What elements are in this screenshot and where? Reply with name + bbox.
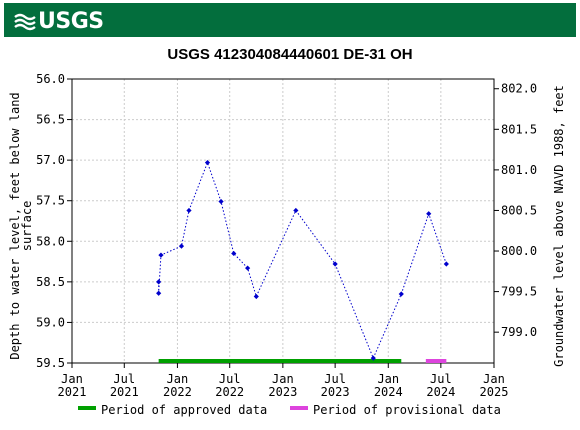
data-point-marker bbox=[245, 265, 251, 271]
series-line bbox=[158, 161, 447, 360]
x-tick-label-year: 2022 bbox=[215, 385, 244, 399]
legend-label: Period of approved data bbox=[101, 403, 267, 417]
x-tick-label-year: 2025 bbox=[480, 385, 509, 399]
x-tick-label-year: 2022 bbox=[163, 385, 192, 399]
x-tick-label-year: 2023 bbox=[268, 385, 297, 399]
y-right-tick-label: 802.0 bbox=[501, 82, 537, 96]
data-point-marker bbox=[253, 293, 259, 300]
y-left-tick-label: 59.5 bbox=[36, 356, 65, 370]
y-right-tick-label: 799.5 bbox=[501, 285, 537, 299]
data-point-marker bbox=[398, 291, 404, 297]
y-left-tick-label: 58.0 bbox=[36, 234, 65, 248]
data-point-marker bbox=[156, 290, 162, 296]
y-axis-left-label-line1: Depth to water level, feet below land bbox=[8, 92, 22, 359]
y-axis-left-label-line2: surface bbox=[20, 201, 34, 252]
x-tick-label-month: Jan bbox=[377, 372, 399, 386]
axis-layer: 56.0 56.5 57.0 57.5 58.0 58.5 59.0 59.5 802.0 801… bbox=[36, 72, 537, 399]
y-left-tick-label: 56.0 bbox=[36, 72, 65, 86]
y-right-tick-label: 799.0 bbox=[501, 325, 537, 339]
period-bar bbox=[425, 359, 447, 363]
data-point-marker bbox=[293, 207, 299, 214]
x-tick-label-year: 2024 bbox=[374, 385, 403, 399]
y-right-tick-label: 801.0 bbox=[501, 163, 537, 177]
x-tick-label-month: Jan bbox=[167, 372, 189, 386]
period-bar bbox=[158, 359, 402, 363]
x-tick-label-year: 2023 bbox=[321, 385, 350, 399]
data-point-marker bbox=[218, 198, 224, 205]
y-left-tick-label: 59.0 bbox=[36, 315, 65, 329]
usgs-logo[interactable]: USGS bbox=[14, 9, 104, 34]
series-layer bbox=[156, 159, 449, 361]
y-right-tick-label: 801.5 bbox=[501, 122, 537, 136]
legend: Period of approved data Period of provisi… bbox=[78, 403, 501, 417]
x-tick-label-month: Jan bbox=[483, 372, 505, 386]
x-tick-label-month: Jan bbox=[272, 372, 294, 386]
usgs-wave-icon bbox=[14, 13, 36, 30]
data-point-marker bbox=[426, 211, 432, 217]
y-left-tick-label: 57.5 bbox=[36, 194, 65, 208]
period-layer bbox=[158, 359, 447, 363]
x-tick-label-year: 2024 bbox=[426, 385, 455, 399]
grid-layer bbox=[71, 78, 495, 364]
y-left-tick-label: 56.5 bbox=[36, 113, 65, 127]
y-right-tick-label: 800.0 bbox=[501, 244, 537, 258]
y-left-tick-label: 58.5 bbox=[36, 275, 65, 289]
data-point-marker bbox=[178, 243, 185, 249]
x-tick-label-month: Jul bbox=[113, 372, 135, 386]
x-tick-label-month: Jan bbox=[61, 372, 83, 386]
x-tick-label-year: 2021 bbox=[110, 385, 139, 399]
data-point-marker bbox=[443, 261, 449, 267]
x-tick-label-month: Jul bbox=[219, 372, 241, 386]
chart-title: USGS 412304084440601 DE-31 OH bbox=[167, 46, 412, 63]
x-tick-label-year: 2021 bbox=[58, 385, 87, 399]
legend-label: Period of provisional data bbox=[313, 403, 501, 417]
data-point-marker bbox=[231, 250, 237, 257]
data-point-marker bbox=[156, 279, 162, 285]
data-point-marker bbox=[204, 159, 211, 166]
x-tick-label-month: Jul bbox=[324, 372, 346, 386]
usgs-logo-text: USGS bbox=[38, 9, 104, 34]
data-point-marker bbox=[370, 355, 376, 361]
data-point-marker bbox=[186, 207, 192, 214]
y-left-tick-label: 57.0 bbox=[36, 153, 65, 167]
y-right-tick-label: 800.5 bbox=[501, 203, 537, 217]
legend-swatch bbox=[78, 406, 96, 410]
data-point-marker bbox=[332, 261, 338, 267]
usgs-header-bar: USGS bbox=[4, 3, 576, 37]
x-tick-label-month: Jul bbox=[430, 372, 452, 386]
data-point-marker bbox=[158, 252, 164, 258]
y-axis-right-label: Groundwater level above NAVD 1988, feet bbox=[552, 85, 566, 367]
legend-swatch bbox=[290, 406, 308, 410]
